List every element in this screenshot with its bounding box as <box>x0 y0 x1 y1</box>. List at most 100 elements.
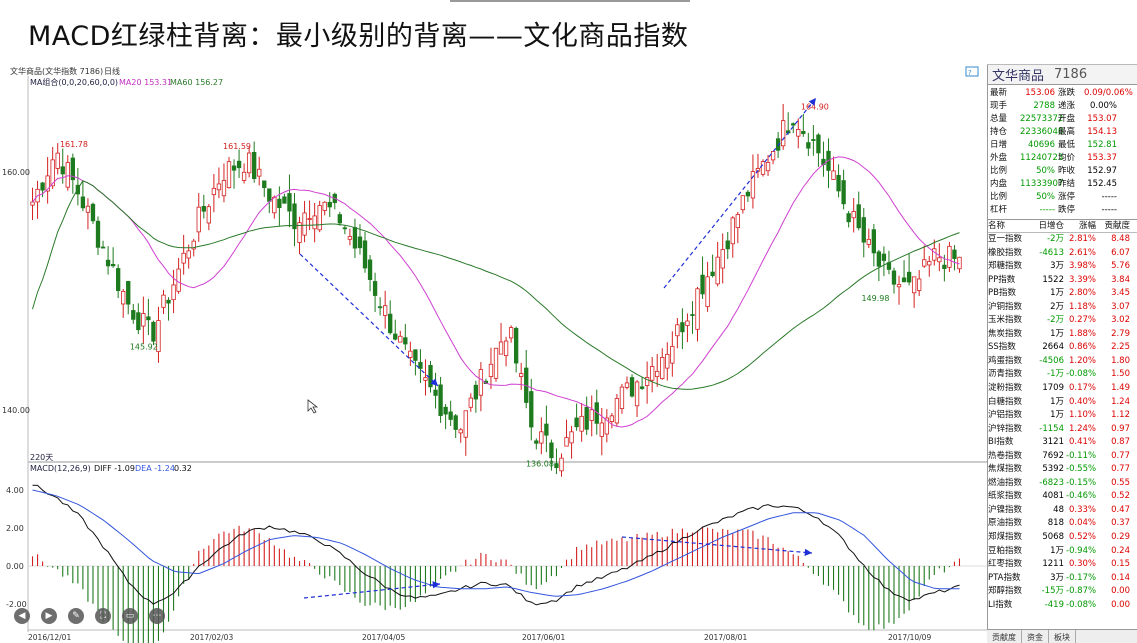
quote-label: 内盘 <box>990 179 1008 189</box>
index-change: 0.52% <box>1068 532 1096 543</box>
index-name: 原油指数 <box>988 518 1023 529</box>
index-col-header[interactable]: 日增仓 <box>1038 221 1064 231</box>
index-row[interactable]: 焦煤指数 5392 -0.55% 0.77 <box>988 463 1137 477</box>
candle <box>287 174 292 228</box>
panel-tab[interactable]: 贡献度 <box>987 630 1022 643</box>
index-contribution: 0.55 <box>1111 477 1130 488</box>
index-col-header[interactable]: 贡献度 <box>1104 221 1130 231</box>
candle <box>811 124 816 156</box>
index-change: -0.46% <box>1066 491 1097 502</box>
candle <box>453 413 458 439</box>
candle <box>685 313 690 343</box>
index-row[interactable]: 淀粉指数 1709 0.17% 1.49 <box>988 382 1137 396</box>
candle <box>468 393 473 412</box>
index-row[interactable]: 原油指数 818 0.04% 0.37 <box>988 517 1137 531</box>
ma-label: MA组合(0,0,20,60,0,0) <box>30 77 118 87</box>
index-row[interactable]: 郑醇指数 -15万 -0.87% 0.00 <box>988 585 1137 599</box>
index-row[interactable]: 沪镍指数 48 0.33% 0.47 <box>988 504 1137 518</box>
index-row[interactable]: 豆一指数 -2万 2.81% 8.48 <box>988 233 1137 247</box>
index-row[interactable]: 豆粕指数 1万 -0.94% 0.24 <box>988 545 1137 559</box>
index-row[interactable]: 鸡蛋指数 -4506 1.20% 1.80 <box>988 355 1137 369</box>
index-contribution: 0.00 <box>1111 586 1130 597</box>
quote-value: 153.07 <box>1087 114 1117 124</box>
index-row[interactable]: PTA指数 3万 -0.17% 0.14 <box>988 572 1137 586</box>
index-row[interactable]: PB指数 1万 2.80% 3.45 <box>988 287 1137 301</box>
index-oi-change: -419 <box>1044 599 1064 610</box>
index-contribution: 2.25 <box>1111 342 1130 353</box>
candle <box>614 393 620 427</box>
candle <box>196 193 201 242</box>
candle <box>735 211 740 244</box>
index-row[interactable]: 纸浆指数 4081 -0.46% 0.52 <box>988 490 1137 504</box>
index-contribution: 0.29 <box>1111 532 1130 543</box>
candle <box>660 348 665 380</box>
candle <box>151 320 156 346</box>
candle <box>166 297 171 321</box>
index-oi-change: 5068 <box>1042 532 1064 543</box>
index-row[interactable]: PP指数 1522 3.39% 3.84 <box>988 274 1137 288</box>
ma20-line <box>32 156 960 428</box>
index-row[interactable]: 沪锌指数 -1154 1.24% 0.97 <box>988 423 1137 437</box>
play-icon[interactable]: ▶ <box>41 608 57 624</box>
index-oi-change: -1万 <box>1047 369 1064 380</box>
candle <box>317 200 322 233</box>
panel-tab[interactable]: 资金 <box>1022 630 1049 643</box>
index-row[interactable]: 焦炭指数 1万 1.88% 2.79 <box>988 328 1137 342</box>
index-row[interactable]: 橡胶指数 -4613 2.61% 6.07 <box>988 247 1137 261</box>
candle <box>529 378 534 441</box>
index-oi-change: 1万 <box>1050 328 1064 339</box>
settings-icon[interactable]: ? <box>965 66 979 77</box>
index-row[interactable]: LI指数 -419 -0.08% 0.00 <box>988 599 1137 613</box>
candle <box>211 174 217 213</box>
index-row[interactable]: 沪铜指数 2万 1.18% 3.07 <box>988 301 1137 315</box>
chart-area[interactable]: 文华商品(文华指数 7186) 日线 MA组合(0,0,20,60,0,0) M… <box>0 64 987 643</box>
index-contribution: 1.80 <box>1111 355 1130 366</box>
index-row[interactable]: 郑糖指数 3万 3.98% 5.76 <box>988 260 1137 274</box>
index-row[interactable]: 燃油指数 -6823 -0.15% 0.55 <box>988 477 1137 491</box>
candle <box>634 380 640 418</box>
quote-label: 涨跌 <box>1058 88 1076 98</box>
x-tick-label: 2017/08/01 <box>704 633 747 642</box>
panel-tab[interactable]: 板块 <box>1049 630 1076 643</box>
index-row[interactable]: BI指数 3121 0.41% 0.87 <box>988 436 1137 450</box>
pen-icon[interactable]: ✎ <box>68 608 84 624</box>
index-row[interactable]: 红枣指数 1211 0.30% 0.15 <box>988 558 1137 572</box>
prev-icon[interactable]: ◀ <box>14 608 30 624</box>
index-oi-change: 4081 <box>1042 491 1064 502</box>
candle <box>95 216 101 255</box>
candle <box>806 132 811 157</box>
index-row[interactable]: 热卷指数 7692 -0.11% 0.77 <box>988 450 1137 464</box>
index-row[interactable]: 沪铝指数 1万 1.10% 1.12 <box>988 409 1137 423</box>
index-contribution: 3.02 <box>1111 315 1130 326</box>
quote-value: 50% <box>1036 192 1055 202</box>
period-label[interactable]: 日线 <box>104 66 120 76</box>
index-col-header[interactable]: 名称 <box>988 221 1006 231</box>
quote-label: 昨结 <box>1058 179 1076 189</box>
candle <box>569 425 574 459</box>
candle <box>362 232 368 273</box>
y-tick-label: 140.00 <box>2 406 30 415</box>
candle <box>745 189 751 202</box>
candle <box>403 323 408 351</box>
index-oi-change: -15万 <box>1041 586 1064 597</box>
share-icon[interactable]: ▭ <box>122 608 138 624</box>
candle <box>770 151 776 165</box>
index-contribution: 0.24 <box>1111 545 1130 556</box>
macd-y-tick-label: 0.00 <box>6 562 24 571</box>
candle <box>871 224 877 267</box>
fullscreen-icon[interactable]: ⛶ <box>95 608 111 624</box>
more-icon[interactable]: ⋯ <box>149 608 165 624</box>
index-row[interactable]: 郑煤指数 5068 0.52% 0.29 <box>988 531 1137 545</box>
slide-title: MACD红绿柱背离：最小级别的背离——文化商品指数 <box>28 21 689 52</box>
candle <box>90 202 96 224</box>
candle <box>383 290 388 329</box>
index-row[interactable]: 白糖指数 1万 0.40% 1.24 <box>988 396 1137 410</box>
index-col-header[interactable]: 涨幅 <box>1078 221 1096 231</box>
quote-value: 154.13 <box>1087 127 1117 137</box>
index-oi-change: -6823 <box>1039 477 1064 488</box>
index-row[interactable]: 玉米指数 -2万 0.27% 3.02 <box>988 314 1137 328</box>
index-row[interactable]: 沥青指数 -1万 -0.08% 1.50 <box>988 368 1137 382</box>
index-row[interactable]: SS指数 2664 0.86% 2.25 <box>988 341 1137 355</box>
candle <box>695 286 700 342</box>
index-contribution: 1.24 <box>1111 396 1130 407</box>
